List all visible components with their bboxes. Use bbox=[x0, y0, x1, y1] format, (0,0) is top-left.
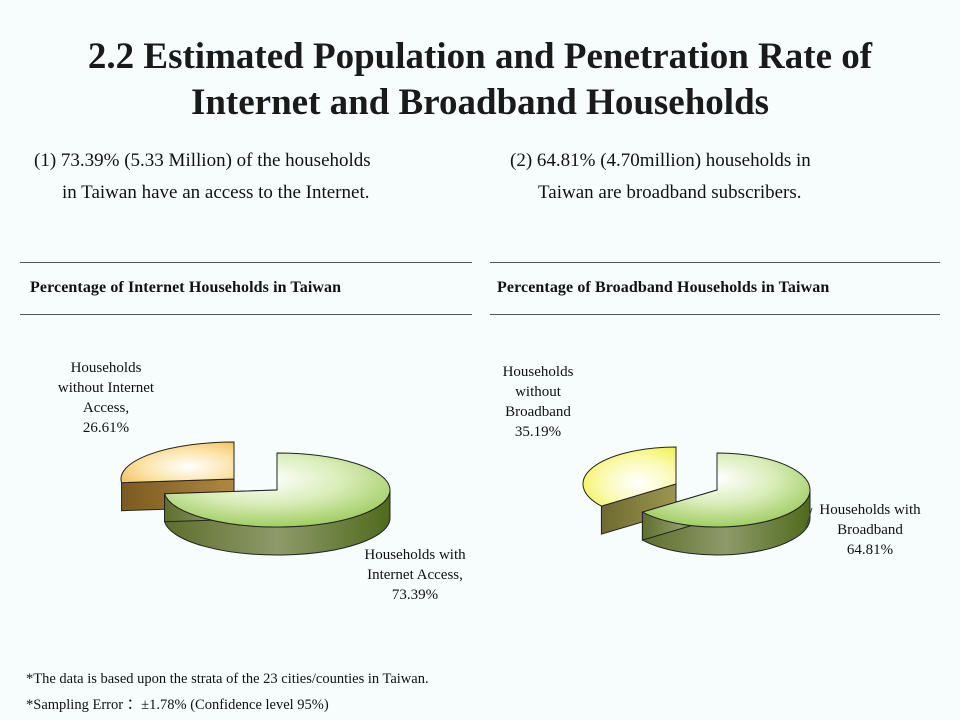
chart2-minor-value: 35.19% bbox=[514, 424, 562, 440]
chart1-slice-major bbox=[163, 452, 391, 556]
title-line-2: Internet and Broadband Households bbox=[190, 82, 770, 123]
chart2-minor-label-line: without bbox=[515, 384, 561, 400]
chart1-minor-label-line: Access, bbox=[82, 400, 130, 416]
chart2-pie bbox=[582, 446, 811, 556]
divider-left-bottom bbox=[20, 314, 472, 315]
chart2-slice-minor bbox=[582, 446, 677, 535]
chart1-major-label: Households with Internet Access, 73.39% bbox=[345, 545, 485, 605]
chart1-major-label-line: Internet Access, bbox=[367, 567, 463, 583]
chart1-minor-label: Households without Internet Access, 26.6… bbox=[36, 358, 176, 438]
chart2-major-label-line: Households with bbox=[819, 502, 921, 518]
chart2-major-label: Households with Broadband 64.81% bbox=[800, 500, 940, 560]
chart2-minor-label: Households without Broadband 35.19% bbox=[478, 362, 598, 442]
chart1-minor-label-line: without Internet bbox=[57, 380, 155, 396]
footnote-strata: *The data is based upon the strata of th… bbox=[26, 671, 429, 687]
chart2-minor-label-line: Broadband bbox=[505, 404, 571, 420]
title-line-1: 2.2 Estimated Population and Penetration… bbox=[87, 36, 873, 77]
chart2-major-label-line: Broadband bbox=[837, 522, 903, 538]
divider-left-top bbox=[20, 262, 472, 263]
chart2-major-value: 64.81% bbox=[846, 542, 894, 558]
broadband-summary-line-2: Taiwan are broadband subscribers. bbox=[538, 182, 802, 203]
chart1-minor-value: 26.61% bbox=[82, 420, 130, 436]
divider-right-bottom bbox=[490, 314, 940, 315]
chart2-slice-major-top bbox=[641, 452, 811, 528]
chart1-minor-label-line: Households bbox=[70, 360, 142, 376]
chart1-major-label-line: Households with bbox=[364, 547, 466, 563]
chart2-slice-major bbox=[641, 452, 811, 556]
internet-summary-line-1: (1) 73.39% (5.33 Million) of the househo… bbox=[34, 150, 371, 171]
chart2-slice-minor-top bbox=[582, 446, 677, 507]
broadband-summary-line-1: (2) 64.81% (4.70million) households in bbox=[510, 150, 811, 171]
internet-summary-line-2: in Taiwan have an access to the Internet… bbox=[62, 182, 370, 203]
chart2-title: Percentage of Broadband Households in Ta… bbox=[497, 279, 830, 296]
internet-summary: (1) 73.39% (5.33 Million) of the househo… bbox=[34, 145, 371, 209]
chart2-minor-label-line: Households bbox=[502, 364, 574, 380]
chart2-leader-line bbox=[804, 507, 813, 531]
page-title: 2.2 Estimated Population and Penetration… bbox=[0, 34, 960, 126]
chart1-major-value: 73.39% bbox=[391, 587, 439, 603]
chart1-title: Percentage of Internet Households in Tai… bbox=[30, 279, 342, 296]
footnote-sampling-error: *Sampling Error ：±1.78% (Confidence leve… bbox=[26, 697, 329, 713]
divider-right-top bbox=[490, 262, 940, 263]
chart1-slice-major-top bbox=[163, 452, 391, 528]
chart1-pie bbox=[120, 441, 391, 556]
broadband-summary: (2) 64.81% (4.70million) households in T… bbox=[510, 145, 811, 209]
chart1-slice-minor-top bbox=[120, 441, 235, 484]
